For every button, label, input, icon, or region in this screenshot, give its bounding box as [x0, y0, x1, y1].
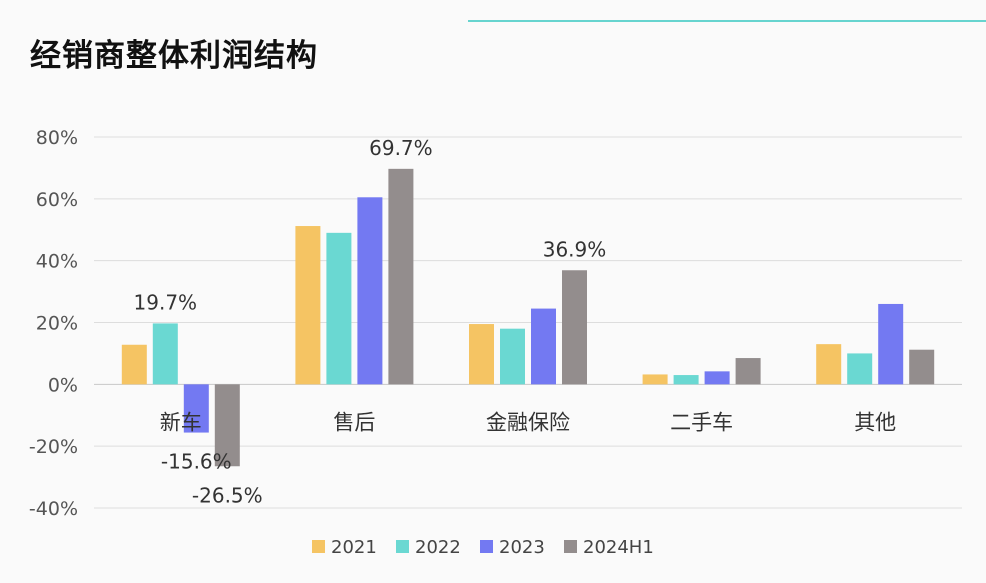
bar-2023	[357, 197, 383, 385]
data-label: -15.6%	[161, 450, 232, 474]
bar-2021	[469, 324, 494, 385]
accent-rule	[468, 20, 986, 22]
bar-2023	[704, 371, 730, 385]
bar-2024H1	[909, 349, 935, 385]
legend-swatch-2023	[480, 540, 493, 553]
bar-2021	[642, 374, 668, 385]
legend-label: 2021	[331, 537, 377, 558]
bar-2024H1	[735, 358, 761, 385]
data-label: 69.7%	[369, 136, 433, 160]
x-tick-label: 二手车	[670, 410, 733, 434]
legend-swatch-2024H1	[564, 540, 577, 553]
data-label: 36.9%	[543, 237, 607, 261]
legend-label: 2023	[499, 537, 545, 558]
bar-2021	[295, 226, 321, 385]
y-tick-label: 60%	[36, 189, 78, 211]
y-tick-label: 20%	[36, 313, 78, 335]
data-label: -26.5%	[192, 483, 263, 507]
bar-2024H1	[562, 270, 587, 385]
bar-2022	[500, 328, 525, 385]
x-tick-label: 其他	[854, 410, 896, 434]
y-tick-label: 80%	[36, 127, 78, 149]
bar-2023	[878, 303, 904, 385]
bar-2023	[183, 384, 209, 433]
bar-2024H1	[388, 168, 414, 385]
bar-2022	[673, 375, 699, 385]
bar-2022	[152, 323, 178, 385]
x-tick-label: 售后	[333, 410, 375, 434]
bar-2022	[326, 232, 352, 385]
y-tick-label: 0%	[48, 374, 78, 396]
chart-title: 经销商整体利润结构	[30, 38, 318, 74]
legend-label: 2024H1	[583, 537, 654, 558]
y-tick-label: -20%	[29, 436, 78, 458]
legend-swatch-2021	[312, 540, 325, 553]
data-label: 19.7%	[134, 290, 198, 314]
legend-label: 2022	[415, 537, 461, 558]
x-tick-label: 金融保险	[486, 410, 570, 434]
y-tick-label: 40%	[36, 251, 78, 273]
bar-2021	[816, 344, 842, 385]
bar-2024H1	[214, 384, 240, 467]
bar-2022	[847, 353, 873, 385]
y-tick-label: -40%	[29, 498, 78, 520]
bar-2021	[121, 344, 147, 385]
x-tick-label: 新车	[160, 410, 202, 434]
legend-swatch-2022	[396, 540, 409, 553]
bar-2023	[531, 308, 556, 385]
